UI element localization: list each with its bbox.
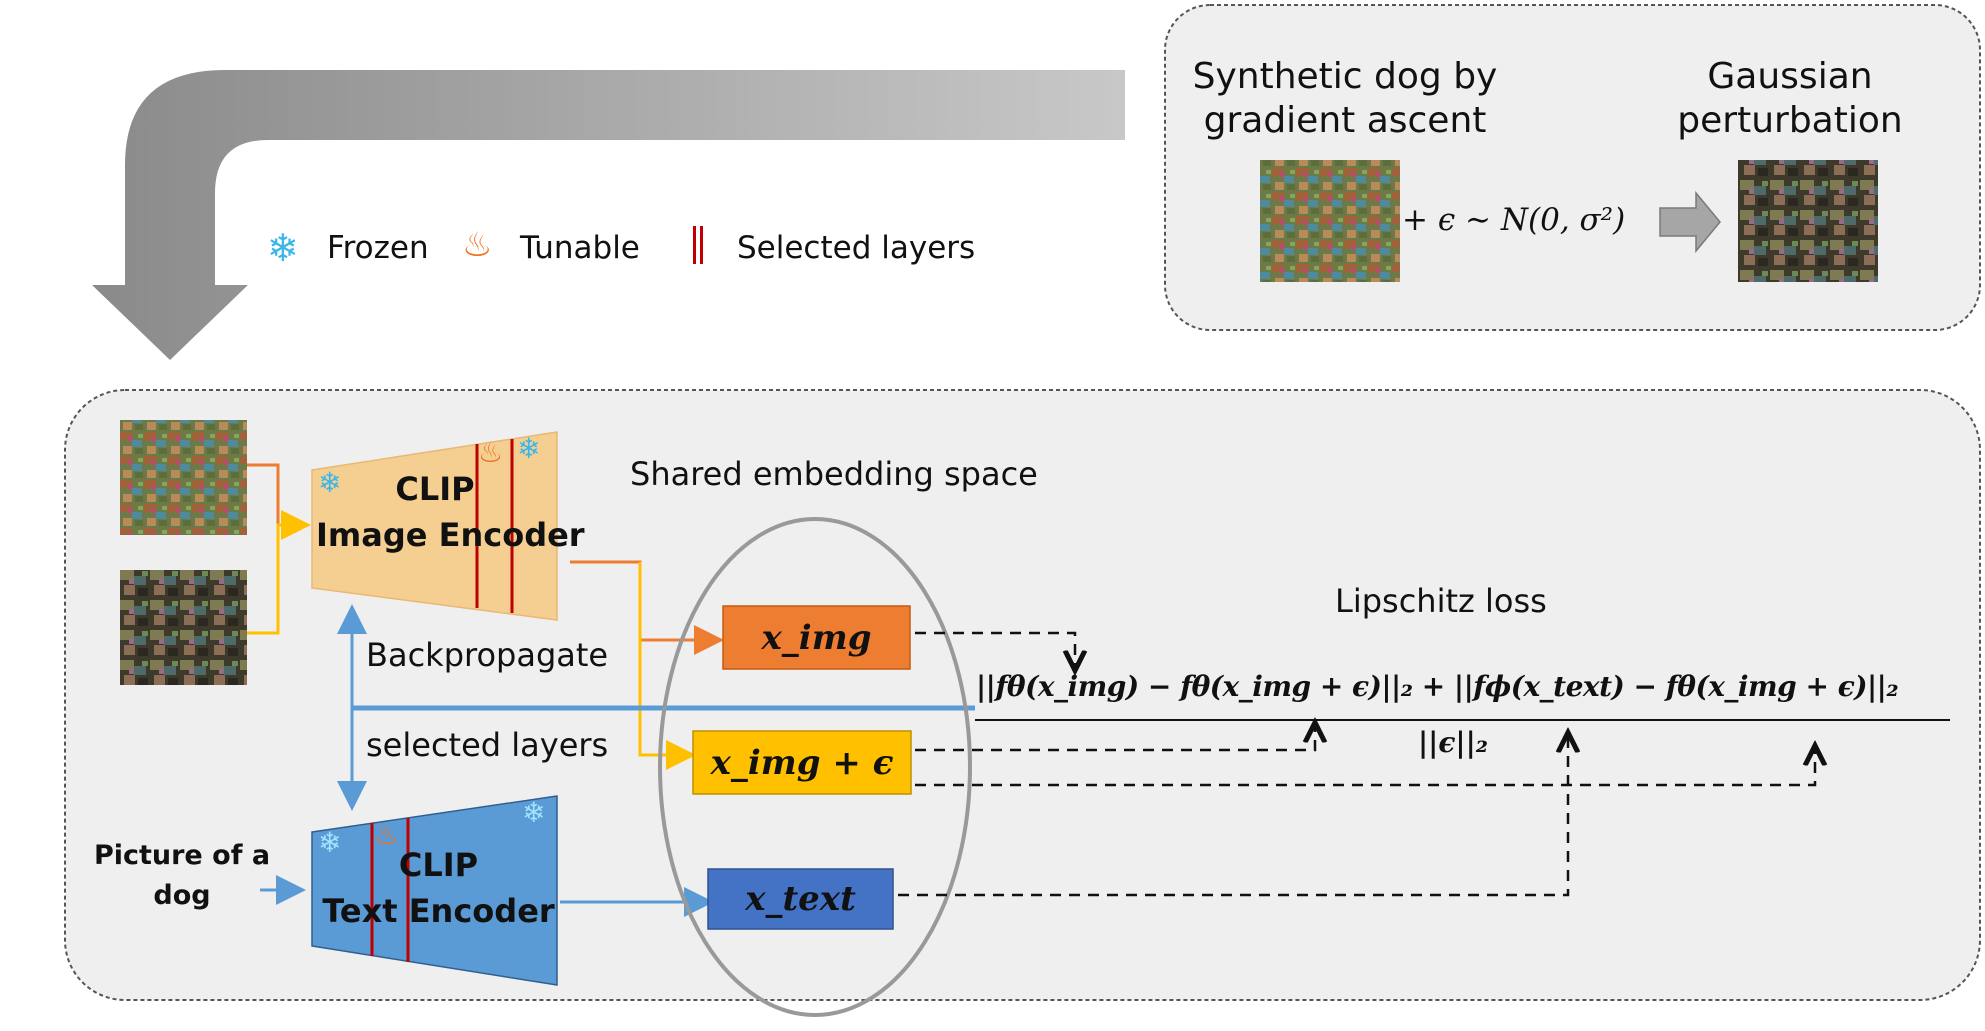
- txt-encoder-flame-icon: ♨: [374, 818, 400, 851]
- perturbed-dog-thumb: [120, 570, 247, 685]
- encoder-output-yellow: [638, 562, 696, 770]
- text-input-line1: Picture of a: [93, 840, 271, 871]
- text-input-line2: dog: [153, 880, 211, 911]
- text-encoder-label-line2: Text Encoder: [322, 892, 555, 930]
- img-encoder-snowflake-icon: ❄: [318, 466, 342, 499]
- dash-x-img: [915, 631, 1075, 668]
- flow-arrow: [92, 70, 1125, 360]
- image-encoder-label-line1: CLIP: [395, 470, 475, 508]
- synthetic-dog-title-line1: Synthetic dog by: [1192, 56, 1498, 97]
- txt-encoder-snowflake-icon: ❄: [318, 826, 342, 859]
- gray-arrow-small: [1659, 190, 1721, 254]
- legend-tunable-label: Tunable: [520, 230, 640, 266]
- gaussian-title: Gaussian perturbation: [1660, 55, 1920, 143]
- noise-formula: + ϵ ∼ N(0, σ²): [1402, 202, 1626, 238]
- img-encoder-flame-icon: ♨: [478, 436, 504, 469]
- x-text-label: x_text: [745, 879, 856, 919]
- gaussian-title-line2: perturbation: [1677, 100, 1903, 141]
- txt-encoder-snowflake-icon-2: ❄: [522, 796, 546, 829]
- legend-selected-label: Selected layers: [737, 230, 976, 266]
- img-encoder-snowflake-icon-2: ❄: [517, 432, 541, 465]
- synthetic-dog-title-line2: gradient ascent: [1203, 100, 1487, 141]
- shared-embedding-ellipse: [658, 517, 972, 1017]
- perturbed-dog-thumb-top: [1738, 160, 1878, 282]
- synthetic-dog-title: Synthetic dog by gradient ascent: [1180, 55, 1510, 143]
- x-text-box: [707, 868, 894, 930]
- text-input-label: Picture of a dog: [82, 836, 282, 916]
- selected-layers-label: selected layers: [366, 726, 609, 764]
- orange-input-line: [247, 463, 280, 525]
- dash-x-img-eps-2: [915, 748, 1815, 787]
- text-encoder-label: CLIP Text Encoder: [316, 842, 561, 934]
- loss-title: Lipschitz loss: [1335, 582, 1547, 620]
- dash-x-img-eps-1: [915, 725, 1315, 752]
- shared-space-label: Shared embedding space: [630, 455, 1038, 493]
- legend-frozen-label: Frozen: [327, 230, 429, 266]
- x-img-eps-label: x_img + ϵ: [710, 742, 894, 783]
- synthetic-dog-thumb-top: [1260, 160, 1400, 282]
- flame-icon: ♨: [462, 225, 493, 265]
- yellow-input-line: [247, 510, 311, 635]
- x-img-box: [722, 605, 911, 670]
- gaussian-title-line1: Gaussian: [1707, 56, 1873, 97]
- loss-denominator: ||ϵ||₂: [1418, 726, 1489, 759]
- backprop-label: Backpropagate: [366, 636, 609, 674]
- image-encoder-label: CLIP Image Encoder: [316, 466, 585, 558]
- synthetic-dog-thumb: [120, 420, 247, 535]
- selected-layers-icon: [693, 226, 703, 264]
- image-encoder-label-line2: Image Encoder: [316, 516, 585, 554]
- clip-image-encoder: [311, 431, 558, 621]
- loss-numerator: ||fθ(x_img) − fθ(x_img + ϵ)||₂ + ||fϕ(x_…: [976, 670, 1899, 703]
- snowflake-icon: ❄: [267, 226, 299, 270]
- x-img-label: x_img: [761, 617, 872, 658]
- text-encoder-label-line1: CLIP: [398, 846, 479, 884]
- x-img-eps-box: [692, 730, 912, 795]
- dash-x-text: [898, 735, 1568, 897]
